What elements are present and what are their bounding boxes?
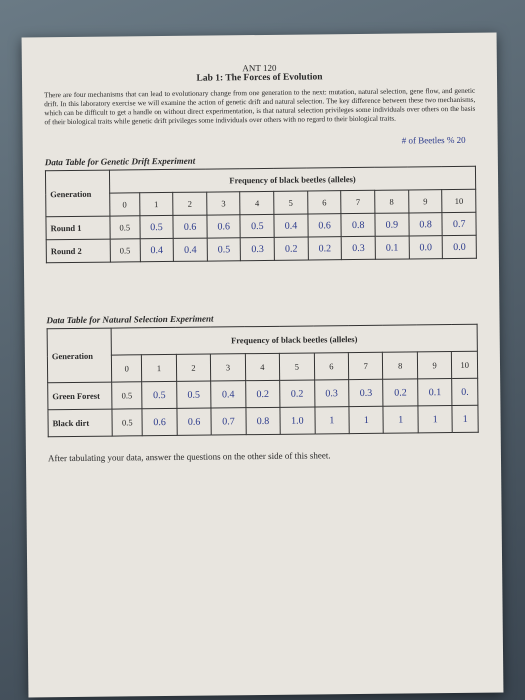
- data-cell: 0.5: [176, 381, 211, 408]
- data-cell: 0.4: [140, 238, 174, 261]
- col-header: 2: [173, 192, 207, 215]
- col-header: 7: [341, 190, 375, 213]
- col-header: 2: [176, 354, 211, 381]
- genetic-drift-table: Generation Frequency of black beetles (a…: [45, 166, 477, 264]
- data-cell: 0.8: [341, 213, 375, 236]
- col-header: 10: [452, 351, 478, 378]
- worksheet-paper: ANT 120 Lab 1: The Forces of Evolution T…: [22, 33, 504, 698]
- col-header: 0: [111, 355, 142, 382]
- data-cell: 0.6: [142, 408, 177, 435]
- data-cell: 1: [452, 405, 478, 432]
- freq-header-2: Frequency of black beetles (alleles): [111, 324, 477, 355]
- col-header: 6: [314, 353, 349, 380]
- data-cell: 0.7: [442, 212, 476, 235]
- data-cell: 0.3: [241, 237, 275, 260]
- col-header: 6: [307, 191, 341, 214]
- data-cell: 0.0: [442, 235, 476, 258]
- data-cell: 0.3: [314, 380, 349, 407]
- data-cell: 0.: [452, 378, 478, 405]
- data-cell: 0.6: [308, 214, 342, 237]
- col-header: 5: [274, 191, 308, 214]
- data-cell: 0.5: [110, 216, 140, 239]
- data-cell: 1: [383, 406, 418, 433]
- data-cell: 0.2: [274, 237, 308, 260]
- data-cell: 0.2: [383, 379, 418, 406]
- footer-instruction: After tabulating your data, answer the q…: [48, 449, 479, 464]
- data-cell: 0.2: [280, 380, 315, 407]
- row-label: Round 1: [46, 216, 110, 240]
- col-header: 3: [207, 192, 241, 215]
- col-header: 5: [279, 353, 314, 380]
- data-cell: 1: [349, 406, 384, 433]
- col-header: 1: [142, 354, 177, 381]
- col-header: 0: [110, 193, 140, 216]
- col-header: 9: [408, 190, 442, 213]
- data-cell: 0.5: [112, 382, 143, 409]
- data-cell: 0.3: [342, 236, 376, 259]
- intro-paragraph: There are four mechanisms that can lead …: [44, 87, 475, 128]
- handwritten-note: # of Beetles % 20: [45, 135, 466, 149]
- data-cell: 0.0: [409, 236, 443, 259]
- col-header: 1: [139, 192, 173, 215]
- data-cell: 0.8: [409, 213, 443, 236]
- col-header: 3: [211, 354, 246, 381]
- data-cell: 0.5: [112, 409, 143, 436]
- gen-label-2: Generation: [47, 328, 112, 383]
- natural-selection-table: Generation Frequency of black beetles (a…: [47, 324, 479, 438]
- table1-title: Data Table for Genetic Drift Experiment: [45, 153, 476, 168]
- data-cell: 0.1: [375, 236, 409, 259]
- data-cell: 0.6: [207, 215, 241, 238]
- data-cell: 0.5: [110, 239, 140, 262]
- data-cell: 0.5: [240, 214, 274, 237]
- data-cell: 0.5: [139, 215, 173, 238]
- data-cell: 0.1: [418, 379, 453, 406]
- data-cell: 0.6: [177, 408, 212, 435]
- data-cell: 0.7: [211, 408, 246, 435]
- data-cell: 1.0: [280, 407, 315, 434]
- data-cell: 0.3: [349, 379, 384, 406]
- data-cell: 1: [418, 406, 453, 433]
- data-cell: 0.5: [142, 381, 177, 408]
- col-header: 10: [442, 189, 476, 212]
- data-cell: 0.8: [246, 407, 281, 434]
- data-cell: 0.2: [245, 380, 280, 407]
- table2-title: Data Table for Natural Selection Experim…: [46, 311, 477, 326]
- col-header: 9: [417, 352, 452, 379]
- data-cell: 0.2: [308, 237, 342, 260]
- row-label: Black dirt: [48, 409, 112, 437]
- data-cell: 0.9: [375, 213, 409, 236]
- col-header: 8: [383, 352, 418, 379]
- row-label: Green Forest: [48, 382, 112, 410]
- col-header: 7: [348, 352, 383, 379]
- header: ANT 120 Lab 1: The Forces of Evolution: [44, 61, 475, 86]
- data-cell: 0.4: [173, 238, 207, 261]
- data-cell: 0.4: [274, 214, 308, 237]
- data-cell: 1: [314, 407, 349, 434]
- data-cell: 0.5: [207, 238, 241, 261]
- row-label: Round 2: [46, 239, 110, 263]
- col-header: 4: [240, 191, 274, 214]
- col-header: 8: [375, 190, 409, 213]
- data-cell: 0.4: [211, 381, 246, 408]
- gen-label-1: Generation: [45, 170, 109, 217]
- col-header: 4: [245, 353, 280, 380]
- data-cell: 0.6: [173, 215, 207, 238]
